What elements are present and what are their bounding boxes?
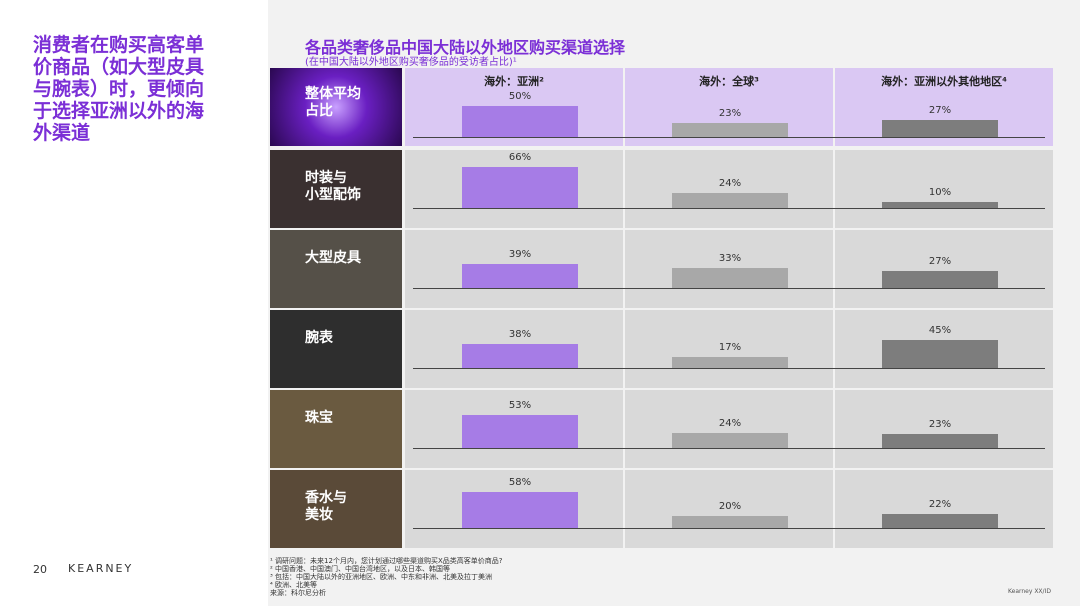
legend-header: 海外：亚洲²	[484, 75, 544, 88]
bar	[462, 106, 578, 137]
footnote: ⁴ 欧洲、北美等	[270, 581, 318, 589]
category-label: 腕表	[305, 330, 333, 346]
bar	[882, 433, 998, 448]
footnote: ² 中国香港、中国澳门、中国台湾地区，以及日本、韩国等	[270, 565, 451, 573]
value-label: 17%	[718, 342, 742, 354]
value-label: 38%	[508, 329, 532, 341]
value-label: 39%	[508, 248, 532, 260]
bar	[672, 357, 788, 368]
value-label: 10%	[928, 186, 952, 198]
row-image	[270, 390, 402, 468]
cell-bg	[835, 390, 1053, 468]
bar	[462, 344, 578, 368]
baseline	[413, 208, 1045, 209]
value-label: 33%	[718, 252, 742, 264]
category-label: 时装与 小型配饰	[305, 170, 361, 203]
row-image	[270, 68, 402, 146]
bar	[672, 267, 788, 288]
value-label: 50%	[508, 91, 532, 102]
bar	[462, 167, 578, 208]
headline: 消费者在购买高客单 价商品（如大型皮具 与腕表）时，更倾向 于选择亚洲以外的海 …	[33, 34, 205, 144]
value-label: 27%	[928, 105, 952, 117]
value-label: 53%	[508, 400, 532, 412]
cell-bg	[625, 470, 833, 548]
footnote: ³ 包括：中国大陆以外的亚洲地区、欧洲、中东和非洲、北美及拉丁美洲	[270, 573, 493, 581]
category-label: 大型皮具	[305, 250, 361, 266]
bar	[672, 433, 788, 448]
value-label: 58%	[508, 477, 532, 489]
chart-subtitle: (在中国大陆以外地区购买奢侈品的受访者占比)¹	[305, 57, 517, 68]
baseline	[413, 448, 1045, 449]
baseline	[413, 288, 1045, 289]
value-label: 24%	[718, 418, 742, 430]
brand: KEARNEY	[68, 562, 134, 575]
chart-title: 各品类奢侈品中国大陆以外地区购买渠道选择	[305, 38, 626, 57]
value-label: 22%	[928, 499, 952, 511]
doc-id: Kearney XX/ID	[1008, 588, 1051, 595]
legend-header: 海外：亚洲以外其他地区⁴	[881, 75, 1007, 88]
baseline	[413, 528, 1045, 529]
bar	[882, 340, 998, 368]
cell-bg	[625, 150, 833, 228]
bar	[462, 415, 578, 448]
row-image	[270, 310, 402, 388]
cell-bg	[835, 150, 1053, 228]
value-label: 24%	[718, 178, 742, 190]
value-label: 23%	[928, 418, 952, 430]
bar	[462, 263, 578, 288]
baseline	[413, 137, 1045, 138]
baseline	[413, 368, 1045, 369]
cell-bg	[835, 470, 1053, 548]
bar	[672, 193, 788, 208]
footnote: ¹ 调研问题：未来12个月内，您计划通过哪些渠道购买X品类高客单价商品?	[270, 557, 503, 565]
category-label: 整体平均 占比	[305, 86, 361, 119]
bar	[882, 514, 998, 528]
value-label: 27%	[928, 256, 952, 268]
legend-header: 海外：全球³	[699, 75, 759, 88]
footnote: 来源：科尔尼分析	[270, 589, 326, 597]
bar	[882, 201, 998, 208]
value-label: 20%	[718, 500, 742, 512]
row-image	[270, 230, 402, 308]
bar	[462, 492, 578, 528]
bar	[882, 120, 998, 137]
bar	[882, 271, 998, 288]
cell-bg	[625, 310, 833, 388]
category-label: 珠宝	[305, 410, 333, 426]
value-label: 45%	[928, 325, 952, 337]
value-label: 66%	[508, 152, 532, 164]
category-label: 香水与 美妆	[305, 490, 347, 523]
row-image	[270, 150, 402, 228]
row-image	[270, 470, 402, 548]
value-label: 23%	[718, 107, 742, 119]
bar	[672, 515, 788, 528]
cell-bg	[835, 230, 1053, 308]
cell-bg	[625, 390, 833, 468]
page-number: 20	[33, 563, 47, 576]
bar	[672, 122, 788, 137]
